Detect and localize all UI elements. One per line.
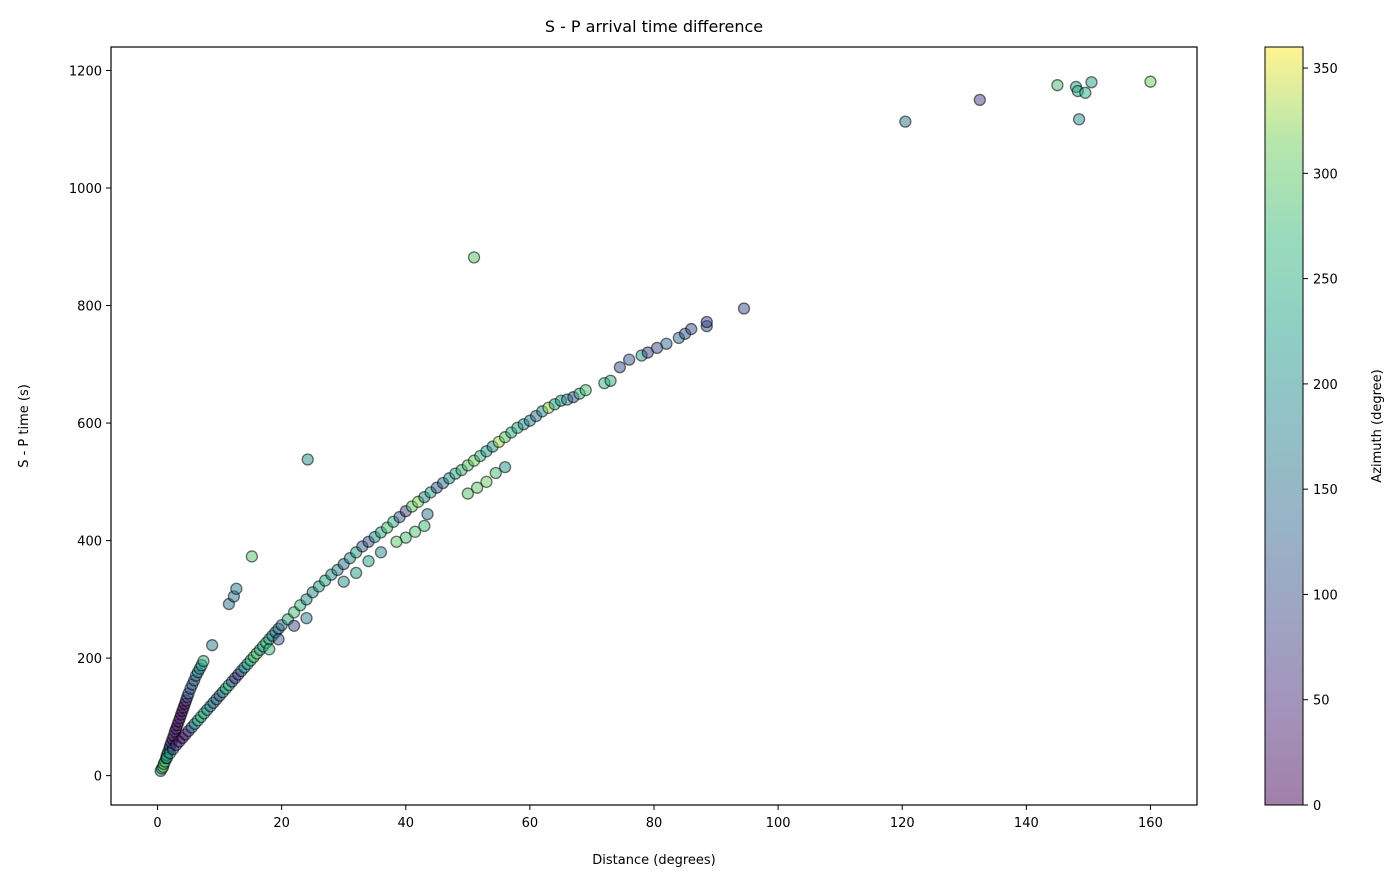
y-tick-label: 800 <box>77 300 102 315</box>
plot-frame <box>110 46 1198 806</box>
data-point <box>374 546 388 559</box>
x-tick-label: 160 <box>1138 816 1163 831</box>
data-point <box>1051 79 1064 92</box>
y-tick-label: 200 <box>77 652 102 667</box>
data-point <box>300 611 313 625</box>
data-point <box>467 251 481 264</box>
data-point <box>1079 86 1092 99</box>
colorbar-tick-label: 350 <box>1313 62 1338 77</box>
data-point <box>737 302 751 315</box>
y-tick-label: 1000 <box>69 182 102 197</box>
data-point <box>480 475 493 488</box>
y-axis-label: S - P time (s) <box>17 384 32 468</box>
data-point <box>287 619 301 632</box>
x-tick-label: 20 <box>273 816 290 831</box>
data-point <box>362 554 375 568</box>
x-tick-label: 120 <box>890 816 915 831</box>
colorbar-label: Azimuth (degree) <box>1370 369 1385 482</box>
y-tick-label: 0 <box>94 770 102 785</box>
x-axis-ticks: 0 20 40 60 80 100 120 140 160 <box>153 805 1163 831</box>
colorbar-tick-label: 150 <box>1313 483 1338 498</box>
x-tick-label: 80 <box>646 816 663 831</box>
data-point <box>349 566 363 580</box>
y-axis-ticks: 0 200 400 600 800 1000 1200 <box>69 65 111 785</box>
x-axis-label: Distance (degrees) <box>592 853 715 868</box>
data-point <box>337 575 350 588</box>
data-point <box>1085 76 1098 89</box>
data-point <box>390 535 403 548</box>
data-point <box>1072 113 1086 126</box>
data-point <box>579 384 592 397</box>
data-point <box>418 519 431 533</box>
x-tick-label: 100 <box>766 816 791 831</box>
data-point <box>301 453 314 466</box>
colorbar <box>1264 46 1304 806</box>
chart-title: S - P arrival time difference <box>545 17 763 36</box>
data-point <box>1144 75 1157 88</box>
data-point <box>421 507 434 521</box>
data-point <box>272 633 285 646</box>
data-point <box>230 582 243 595</box>
colorbar-tick-label: 100 <box>1313 588 1338 603</box>
y-tick-label: 1200 <box>69 65 102 80</box>
data-point <box>660 337 673 350</box>
data-point <box>700 315 713 329</box>
x-tick-label: 40 <box>397 816 414 831</box>
colorbar-tick-label: 200 <box>1313 378 1338 393</box>
data-point <box>604 374 617 387</box>
points-layer <box>154 75 1157 778</box>
data-point <box>245 550 259 563</box>
data-point <box>623 353 636 366</box>
y-tick-label: 400 <box>77 535 102 550</box>
colorbar-tick-label: 300 <box>1313 167 1338 182</box>
data-point <box>613 361 627 374</box>
data-point <box>408 525 422 538</box>
colorbar-ticks: 0 50 100 150 200 250 300 350 <box>1303 62 1338 814</box>
colorbar-tick-label: 250 <box>1313 273 1338 288</box>
data-point <box>461 487 474 500</box>
x-tick-label: 60 <box>522 816 539 831</box>
data-point <box>498 460 512 474</box>
data-point <box>470 481 484 494</box>
x-tick-label: 140 <box>1014 816 1039 831</box>
data-point <box>206 639 219 652</box>
data-point <box>489 466 502 480</box>
y-tick-label: 600 <box>77 417 102 432</box>
data-point <box>263 643 276 656</box>
data-point <box>973 93 986 107</box>
data-point <box>899 115 912 128</box>
data-point <box>197 654 210 668</box>
colorbar-tick-label: 0 <box>1313 799 1321 814</box>
x-tick-label: 0 <box>153 816 161 831</box>
data-point <box>685 322 698 336</box>
colorbar-tick-label: 50 <box>1313 694 1330 709</box>
